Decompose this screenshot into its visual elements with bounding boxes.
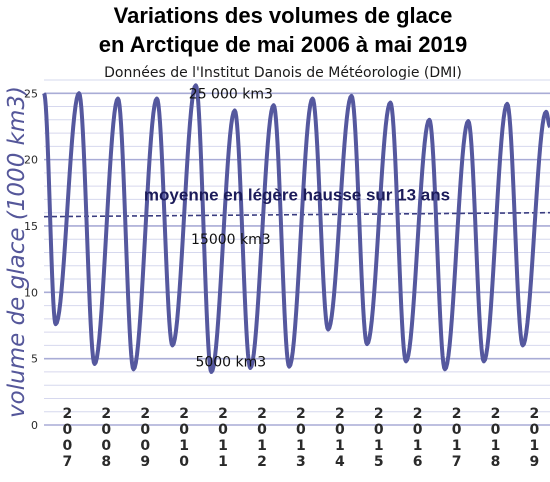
y-tick-labels: 0 5 10 15 20 25 <box>24 87 38 432</box>
trend-line <box>43 211 550 218</box>
ice-volume-series <box>42 83 550 374</box>
y-axis-label: volume de glace (1000 km3) <box>4 86 30 418</box>
y-tick-label: 5 <box>31 353 38 366</box>
chart-subtitle: Données de l'Institut Danois de Météorol… <box>104 65 462 81</box>
series-layer <box>42 83 550 374</box>
chart-title-line1: Variations des volumes de glace <box>114 3 453 28</box>
annotations: 25 000 km3 moyenne en légère hausse sur 1… <box>144 86 450 370</box>
y-tick-label: 0 <box>31 419 38 432</box>
y-tick-label: 10 <box>24 286 38 299</box>
y-tick-label: 20 <box>24 154 38 167</box>
trend-line-layer <box>43 211 550 218</box>
y-tick-label: 25 <box>24 87 38 100</box>
x-tick-labels: 2 0 0 7 2 0 0 8 2 0 0 9 2 0 1 0 2 0 1 1 2 0 1 2 2 0 1 3 2 0 1 4 2 0 1 5 2 0 1 6… <box>62 406 539 470</box>
trend-annotation: moyenne en légère hausse sur 13 ans <box>144 185 450 204</box>
level-annotation: 15000 km3 <box>191 232 271 248</box>
level-annotation: 25 000 km3 <box>189 86 273 102</box>
chart-title-line2: en Arctique de mai 2006 à mai 2019 <box>99 32 468 57</box>
level-annotation: 5000 km3 <box>195 354 266 370</box>
y-tick-label: 15 <box>24 220 38 233</box>
